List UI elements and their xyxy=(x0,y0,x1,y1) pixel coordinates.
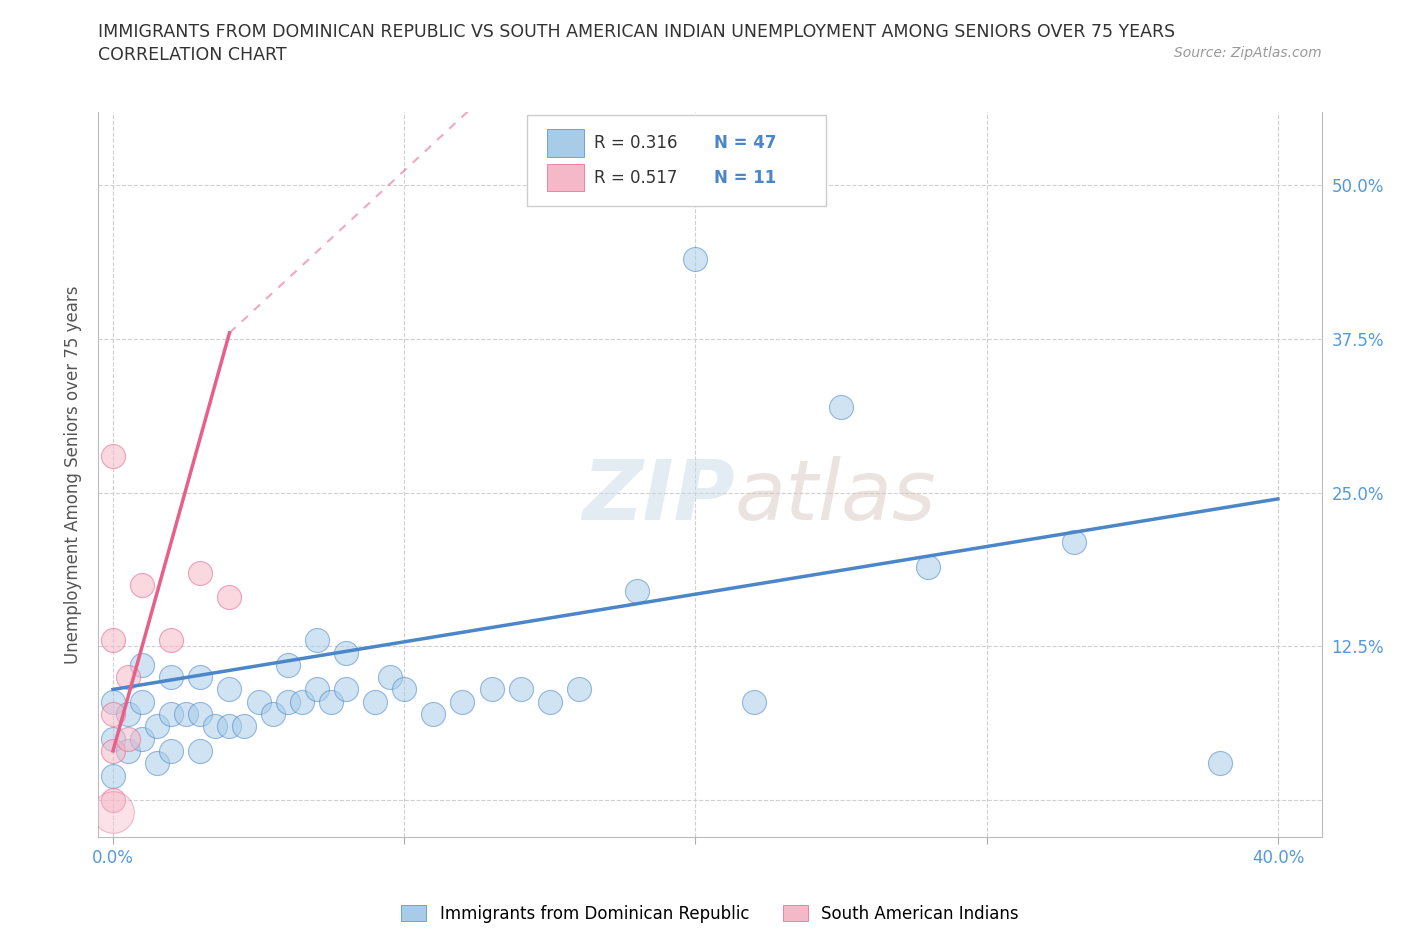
Point xyxy=(101,707,124,722)
Point xyxy=(145,719,167,734)
Point xyxy=(101,632,124,647)
Point xyxy=(145,756,167,771)
Point xyxy=(101,792,124,807)
Point xyxy=(830,399,852,414)
Point xyxy=(160,707,183,722)
Text: N = 11: N = 11 xyxy=(714,168,776,187)
Point xyxy=(262,707,284,722)
Text: atlas: atlas xyxy=(734,456,936,537)
Text: ZIP: ZIP xyxy=(582,456,734,537)
Point xyxy=(131,731,153,746)
Point xyxy=(291,695,314,710)
Point xyxy=(1208,756,1232,771)
Y-axis label: Unemployment Among Seniors over 75 years: Unemployment Among Seniors over 75 years xyxy=(65,286,83,663)
Point xyxy=(335,682,357,697)
Point xyxy=(101,448,124,463)
Point xyxy=(247,695,270,710)
Point xyxy=(160,743,183,758)
Point xyxy=(335,645,357,660)
Point xyxy=(117,743,139,758)
Point xyxy=(364,695,387,710)
Point xyxy=(188,670,212,684)
Legend: Immigrants from Dominican Republic, South American Indians: Immigrants from Dominican Republic, Sout… xyxy=(402,905,1018,923)
Point xyxy=(218,682,240,697)
Point xyxy=(188,707,212,722)
Point xyxy=(174,707,197,722)
Point xyxy=(538,695,561,710)
Point xyxy=(218,719,240,734)
Point xyxy=(101,695,124,710)
Point xyxy=(117,670,139,684)
Point xyxy=(451,695,474,710)
Point xyxy=(131,658,153,672)
Point xyxy=(394,682,416,697)
Point xyxy=(117,707,139,722)
Point xyxy=(481,682,503,697)
Point xyxy=(568,682,591,697)
Point xyxy=(101,805,124,820)
Point xyxy=(321,695,343,710)
Point xyxy=(131,578,153,592)
Point xyxy=(101,743,124,758)
FancyBboxPatch shape xyxy=(547,164,583,192)
Point xyxy=(917,559,939,574)
Text: R = 0.517: R = 0.517 xyxy=(593,168,678,187)
Point xyxy=(160,670,183,684)
Text: N = 47: N = 47 xyxy=(714,134,776,152)
Point xyxy=(117,731,139,746)
Point xyxy=(305,632,328,647)
Point xyxy=(101,731,124,746)
Text: IMMIGRANTS FROM DOMINICAN REPUBLIC VS SOUTH AMERICAN INDIAN UNEMPLOYMENT AMONG S: IMMIGRANTS FROM DOMINICAN REPUBLIC VS SO… xyxy=(98,23,1175,41)
Point xyxy=(305,682,328,697)
Point xyxy=(101,768,124,783)
Point xyxy=(218,590,240,604)
Point xyxy=(131,695,153,710)
Point xyxy=(422,707,444,722)
Point xyxy=(160,632,183,647)
Point xyxy=(233,719,256,734)
Text: CORRELATION CHART: CORRELATION CHART xyxy=(98,46,287,64)
Point xyxy=(1063,535,1085,550)
Point xyxy=(277,658,299,672)
Point xyxy=(188,743,212,758)
Text: Source: ZipAtlas.com: Source: ZipAtlas.com xyxy=(1174,46,1322,60)
FancyBboxPatch shape xyxy=(547,129,583,156)
Point xyxy=(742,695,765,710)
Point xyxy=(626,584,648,599)
Point xyxy=(378,670,401,684)
Point xyxy=(509,682,531,697)
Point xyxy=(685,252,707,267)
Point xyxy=(277,695,299,710)
Text: R = 0.316: R = 0.316 xyxy=(593,134,678,152)
FancyBboxPatch shape xyxy=(526,115,827,206)
Point xyxy=(204,719,226,734)
Point xyxy=(188,565,212,580)
